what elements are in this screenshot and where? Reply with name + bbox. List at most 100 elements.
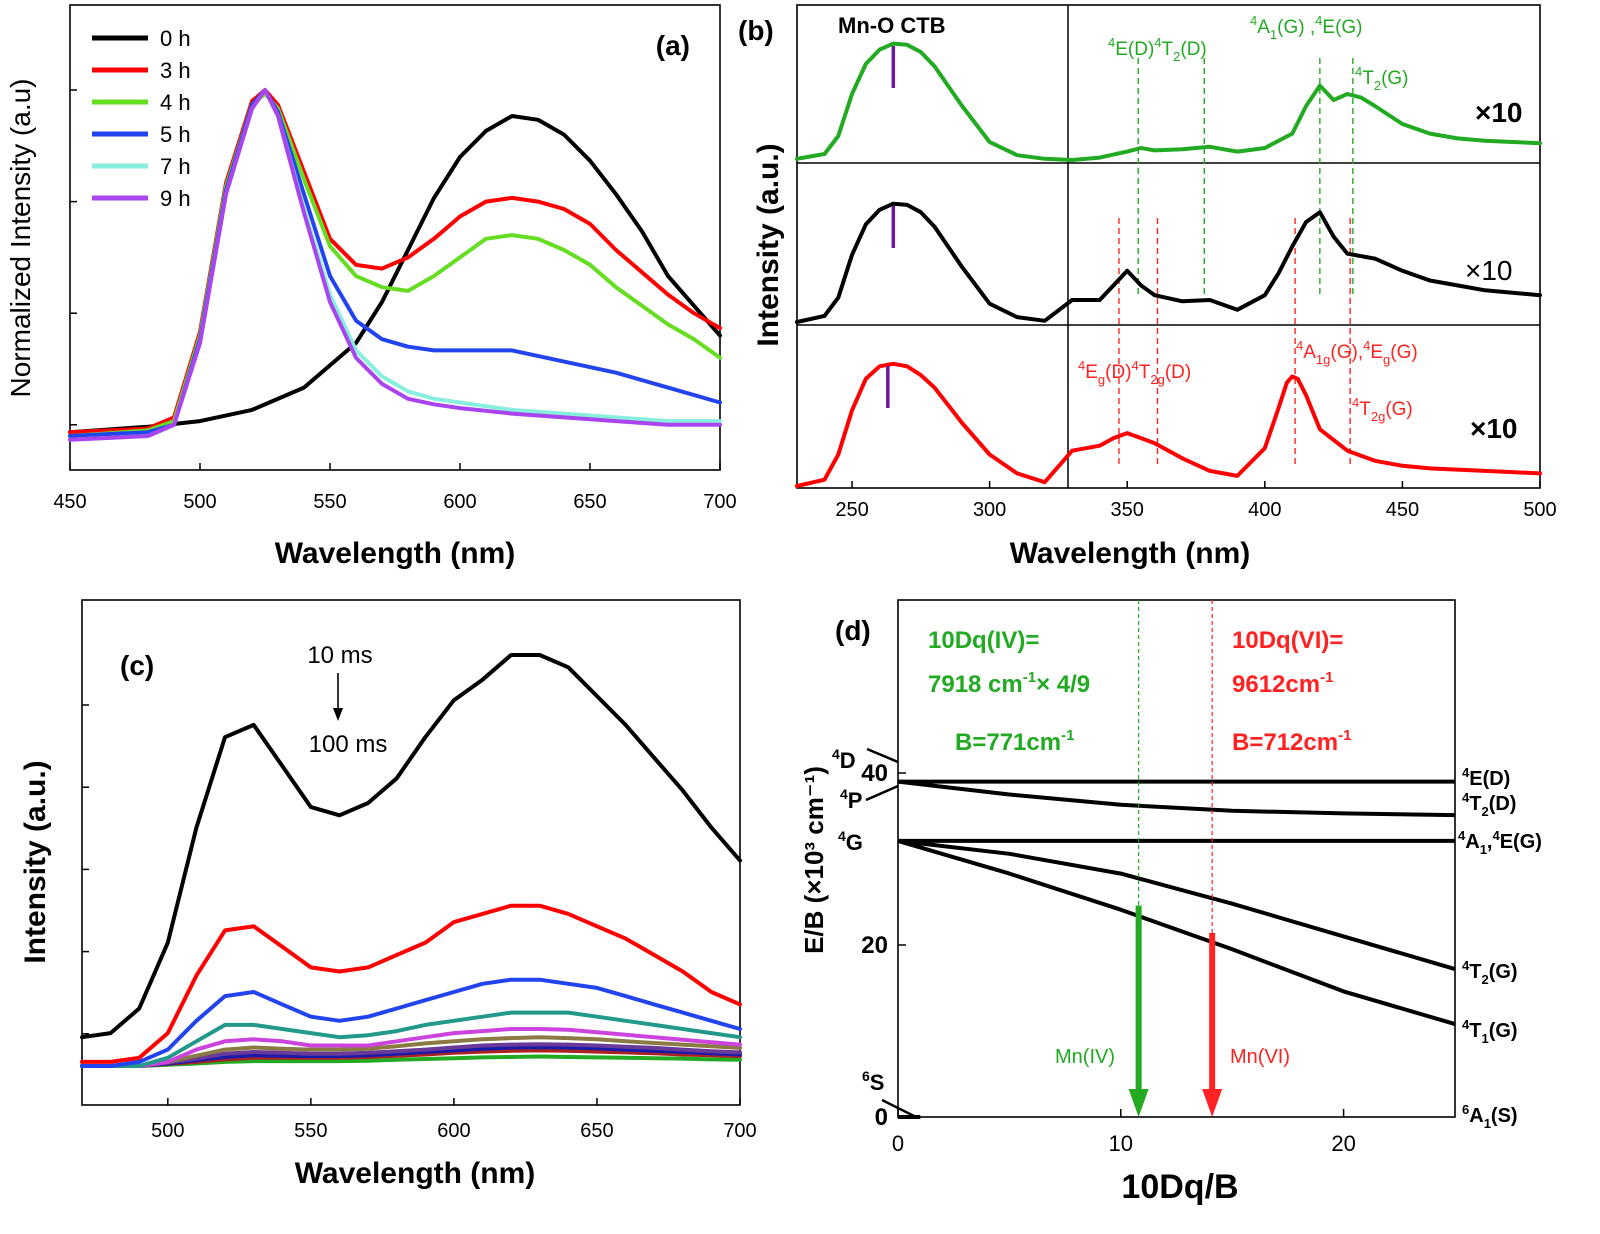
level-label-4T2-G: 4T2(G) (1462, 958, 1518, 987)
panel-a-xtick-label: 600 (443, 491, 476, 513)
panel-d-markers (1128, 600, 1223, 1117)
panel-b-ctb-markers (886, 46, 896, 408)
red-mn-label: Mn(VI) (1230, 1046, 1290, 1068)
panel-a: (a) Wavelength (nm) Normalized Intensity… (5, 4, 737, 570)
panel-c-xtick-label: 650 (580, 1120, 613, 1142)
panel-b-xtick-label: 500 (1523, 499, 1556, 521)
panel-a-xtick-label: 650 (573, 491, 606, 513)
term-6S-connector (881, 1098, 917, 1119)
panel-a-ylabel: Normalized Intensity (a.u) (5, 78, 36, 397)
level-label-4A1-4E-G: 4A1,4E(G) (1458, 828, 1542, 857)
panel-d-label: (d) (835, 615, 871, 646)
panel-c-ylabel: Intensity (a.u.) (19, 760, 52, 963)
panel-a-legend-label: 5 h (160, 122, 191, 147)
panel-c-xlabel: Wavelength (nm) (295, 1157, 536, 1190)
panel-a-legend-label: 3 h (160, 58, 191, 83)
term-4P-connector (865, 784, 899, 802)
panel-b-ctb-label: Mn-O CTB (838, 13, 946, 38)
panel-b-ylabel: Intensity (a.u.) (752, 143, 785, 346)
panel-c-xtick-label: 600 (437, 1120, 470, 1142)
panel-d-energy-level (897, 779, 1456, 818)
panel-d-energy-level (897, 838, 1456, 972)
panel-a-legend-label: 7 h (160, 154, 191, 179)
panel-b-ctb-band (795, 361, 1075, 488)
panel-c-xtick-label: 550 (294, 1120, 327, 1142)
panel-c: (c) Wavelength (nm) Intensity (a.u.) 10 … (19, 599, 757, 1190)
panel-b-dd-band (1070, 210, 1542, 312)
arrow-top-label: 10 ms (307, 642, 372, 669)
panel-a-xtick-label: 450 (53, 491, 86, 513)
panel-b-xtick-label: 250 (835, 499, 868, 521)
scale-note-red: ×10 (1470, 413, 1518, 444)
panel-b-ticks: 250 300 350 400 450 500 (835, 481, 1557, 521)
panel-a-series-line (68, 114, 722, 435)
red-label-4A1g-4Eg-G: 4A1g(G),4Eg(G) (1296, 338, 1418, 367)
green-label-4E-4T2-D: 4E(D)4T2(D) (1108, 35, 1207, 64)
panel-d-ytick-label: 0 (875, 1104, 888, 1131)
panel-c-label: (c) (120, 650, 154, 681)
panel-d-xtick-label: 10 (1109, 1131, 1133, 1156)
panel-a-ticks: 450 500 550 600 650 700 (53, 89, 737, 513)
panel-a-xtick-label: 500 (183, 491, 216, 513)
panel-b-xtick-label: 300 (973, 499, 1006, 521)
panel-d-energy-levels (897, 779, 1456, 1119)
panel-d-ytick-label: 40 (861, 760, 888, 787)
panel-b-dashed-lines (1118, 58, 1354, 464)
panel-d: (d) 10Dq/B E/B (×10³ cm⁻¹) 0 10 20 0 20 40 4D… (799, 599, 1542, 1206)
panel-b-xtick-label: 350 (1111, 499, 1144, 521)
level-label-6A1-S: 6A1(S) (1462, 1102, 1518, 1131)
panel-b-ctb-band (795, 41, 1075, 162)
panel-b-series (795, 41, 1542, 488)
level-label-4T2-D: 4T2(D) (1462, 790, 1516, 819)
green-label-4T2-G: 4T2(G) (1355, 64, 1409, 93)
panel-b-dd-band (1070, 83, 1542, 162)
panel-c-series-line (80, 1010, 742, 1068)
panel-d-green-arrow-head (1128, 1089, 1149, 1117)
panel-c-series-line (80, 903, 742, 1064)
panel-a-legend-label: 4 h (160, 90, 191, 115)
panel-c-series-line (80, 1035, 742, 1068)
panel-a-xtick-label: 700 (703, 491, 736, 513)
red-label-4T2g-G: 4T2g(G) (1352, 395, 1413, 424)
red-text-10dq: 10Dq(VI)= (1232, 627, 1343, 654)
level-label-4T1-G: 4T1(G) (1462, 1017, 1518, 1046)
panel-d-red-arrow-head (1202, 1089, 1223, 1117)
red-text-B: B=712cm-1 (1232, 727, 1351, 756)
panel-c-series (80, 653, 742, 1068)
panel-b-dd-band (1070, 374, 1542, 478)
green-text-B: B=771cm-1 (955, 727, 1074, 756)
panel-c-series-line (80, 977, 742, 1068)
term-4P: 4P (840, 786, 862, 813)
panel-a-legend-label: 9 h (160, 186, 191, 211)
panel-b-xtick-label: 450 (1386, 499, 1419, 521)
panel-a-legend: 0 h 3 h 4 h 5 h 7 h 9 h (92, 26, 191, 211)
panel-b: (b) Mn-O CTB Wavelength (nm) Intensity (… (738, 4, 1557, 570)
scale-note-black: ×10 (1465, 255, 1513, 286)
green-text-10dq: 10Dq(IV)= (928, 627, 1039, 654)
panel-c-xtick-label: 500 (151, 1120, 184, 1142)
decay-arrow-head (333, 708, 343, 721)
panel-a-xlabel: Wavelength (nm) (275, 537, 516, 570)
panel-c-ticks: 500 550 600 650 700 (82, 704, 757, 1142)
scale-note-green: ×10 (1475, 97, 1523, 128)
panel-d-ylabel: E/B (×10³ cm⁻¹) (799, 766, 829, 954)
panel-a-legend-label: 0 h (160, 26, 191, 51)
term-6S: 6S (862, 1068, 884, 1095)
panel-c-xtick-label: 700 (723, 1120, 756, 1142)
arrow-bottom-label: 100 ms (309, 731, 388, 758)
panel-d-energy-level (897, 838, 1456, 1027)
panel-d-frame (897, 599, 1456, 1118)
green-text-7918: 7918 cm-1× 4/9 (928, 669, 1090, 698)
term-4G: 4G (838, 828, 863, 855)
panel-c-series-line (80, 653, 742, 1040)
panel-d-xtick-label: 20 (1331, 1131, 1355, 1156)
panel-b-frame (796, 4, 1541, 489)
panel-d-ytick-label: 20 (861, 932, 888, 959)
term-4D: 4D (832, 746, 856, 773)
term-4D-connector (866, 747, 899, 764)
panel-d-xlabel: 10Dq/B (1121, 1168, 1238, 1206)
panel-a-frame (69, 4, 721, 471)
panel-b-xlabel: Wavelength (nm) (1010, 537, 1251, 570)
panel-c-series-line (80, 1042, 742, 1068)
